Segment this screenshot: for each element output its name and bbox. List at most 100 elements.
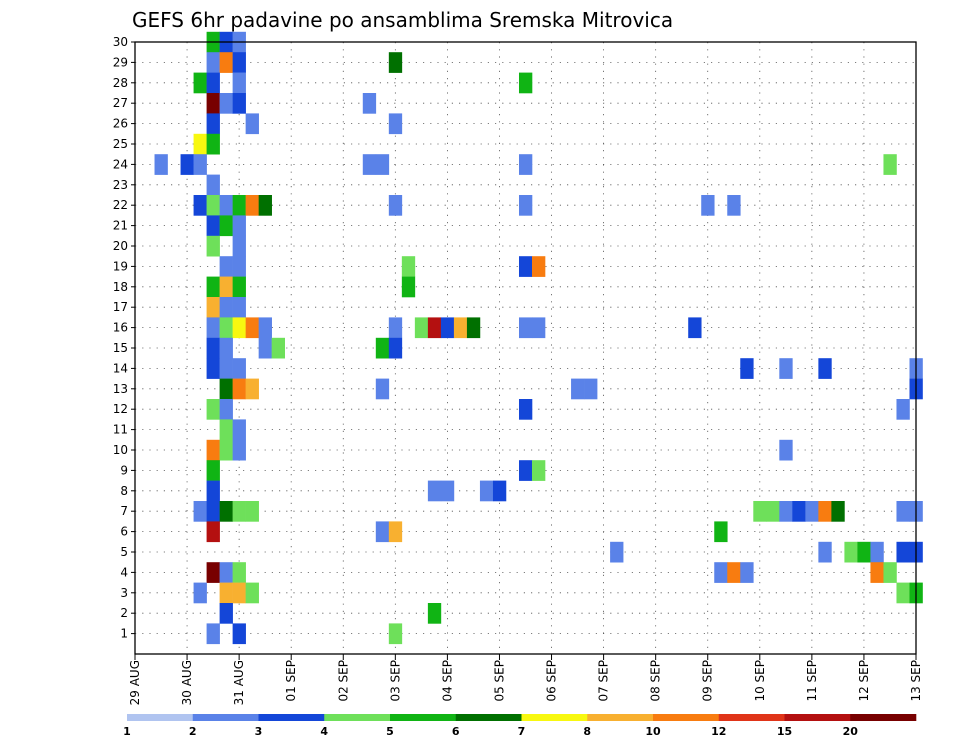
heatmap-cell [245, 195, 259, 216]
heatmap-cell [232, 623, 246, 645]
y-tick-label: 28 [113, 76, 128, 90]
x-tick-label: 30 AUG [180, 660, 194, 705]
heatmap-cell [492, 480, 507, 502]
y-tick-label: 26 [113, 117, 128, 131]
heatmap-cell [818, 358, 832, 379]
legend-label: 10 [645, 725, 661, 738]
heatmap-cell [193, 133, 207, 155]
heatmap-cell [219, 562, 233, 583]
heatmap-cell [518, 399, 533, 420]
heatmap-cell [232, 562, 246, 583]
heatmap-cell [427, 317, 442, 339]
heatmap-cell [388, 521, 403, 543]
heatmap-cell [427, 603, 442, 624]
heatmap-cell [571, 378, 585, 400]
x-tick-label: 05 SEP [492, 660, 506, 702]
y-tick-label: 13 [113, 382, 128, 396]
x-tick-label: 11 SEP [805, 660, 819, 702]
heatmap-cell [154, 154, 168, 175]
y-tick-label: 20 [113, 239, 128, 253]
heatmap-cell [206, 195, 220, 216]
y-tick-label: 27 [113, 96, 128, 110]
heatmap-cell [206, 623, 220, 645]
heatmap-cell [232, 215, 246, 237]
heatmap-cell [375, 378, 390, 400]
x-tick-label: 29 AUG [128, 660, 142, 705]
y-tick-label: 14 [113, 361, 128, 375]
y-tick-label: 2 [120, 606, 128, 620]
x-tick-label: 31 AUG [232, 660, 246, 705]
heatmap-cell [206, 317, 220, 339]
y-tick-label: 29 [113, 55, 128, 69]
y-tick-label: 12 [113, 402, 128, 416]
heatmap-cell [232, 582, 246, 604]
heatmap-cell [206, 501, 220, 522]
x-tick-label: 07 SEP [597, 660, 611, 702]
heatmap-cell [883, 562, 897, 583]
heatmap-cell [896, 399, 910, 420]
x-tick-label: 06 SEP [545, 660, 559, 702]
heatmap-cell [727, 562, 741, 583]
y-tick-label: 25 [113, 137, 128, 151]
heatmap-cell [375, 154, 390, 175]
heatmap-cell [206, 521, 220, 543]
heatmap-cell [206, 113, 220, 135]
heatmap-cell [258, 317, 272, 339]
heatmap-cell [701, 195, 715, 216]
heatmap-cell [232, 439, 246, 461]
heatmap-cell [727, 195, 741, 216]
chart-title: GEFS 6hr padavine po ansamblima Sremska … [132, 8, 673, 32]
heatmap-cell [219, 439, 233, 461]
legend-swatch [324, 714, 391, 721]
heatmap-cell [232, 276, 246, 298]
heatmap-cell [206, 215, 220, 237]
heatmap-cell [388, 623, 403, 645]
legend-label: 20 [843, 725, 859, 738]
y-axis: 1234567891011121314151617181920212223242… [113, 35, 135, 641]
x-tick-label: 09 SEP [701, 660, 715, 702]
heatmap-cell [219, 337, 233, 359]
y-tick-label: 6 [120, 525, 128, 539]
heatmap-cell [193, 195, 207, 216]
heatmap-cell [375, 521, 390, 543]
heatmap-cell [232, 317, 246, 339]
legend-swatch [587, 714, 654, 721]
heatmap-cell [206, 460, 220, 481]
heatmap-cell [206, 133, 220, 155]
y-tick-label: 10 [113, 443, 128, 457]
x-tick-label: 08 SEP [649, 660, 663, 702]
legend-label: 1 [123, 725, 131, 738]
legend-label: 12 [711, 725, 726, 738]
heatmap-cell [206, 358, 220, 379]
heatmap-cell [362, 154, 377, 175]
heatmap-cell [466, 317, 481, 339]
heatmap-cell [206, 337, 220, 359]
x-tick-label: 13 SEP [909, 660, 923, 702]
heatmap-cell [219, 317, 233, 339]
heatmap-cell [453, 317, 468, 339]
heatmap-cell [206, 399, 220, 420]
y-tick-label: 11 [113, 423, 128, 437]
x-tick-label: 12 SEP [857, 660, 871, 702]
heatmap-cell [206, 480, 220, 502]
y-tick-label: 22 [113, 198, 128, 212]
heatmap-cell [193, 582, 207, 604]
legend-swatch [192, 714, 259, 721]
legend-swatch [455, 714, 522, 721]
heatmap-cell [518, 256, 533, 277]
heatmap-cell [610, 541, 624, 563]
y-tick-label: 9 [120, 463, 128, 477]
heatmap-cell [219, 358, 233, 379]
heatmap-cell [245, 317, 259, 339]
y-tick-label: 4 [120, 565, 128, 579]
heatmap-cell [258, 337, 272, 359]
heatmap-cell [779, 501, 793, 522]
heatmap-cell [206, 93, 220, 114]
legend-swatch [258, 714, 325, 721]
heatmap-cell [206, 439, 220, 461]
heatmap-cell [740, 562, 754, 583]
heatmap-cell [232, 52, 246, 73]
heatmap-cell [232, 419, 246, 441]
heatmap-cell [857, 541, 871, 563]
